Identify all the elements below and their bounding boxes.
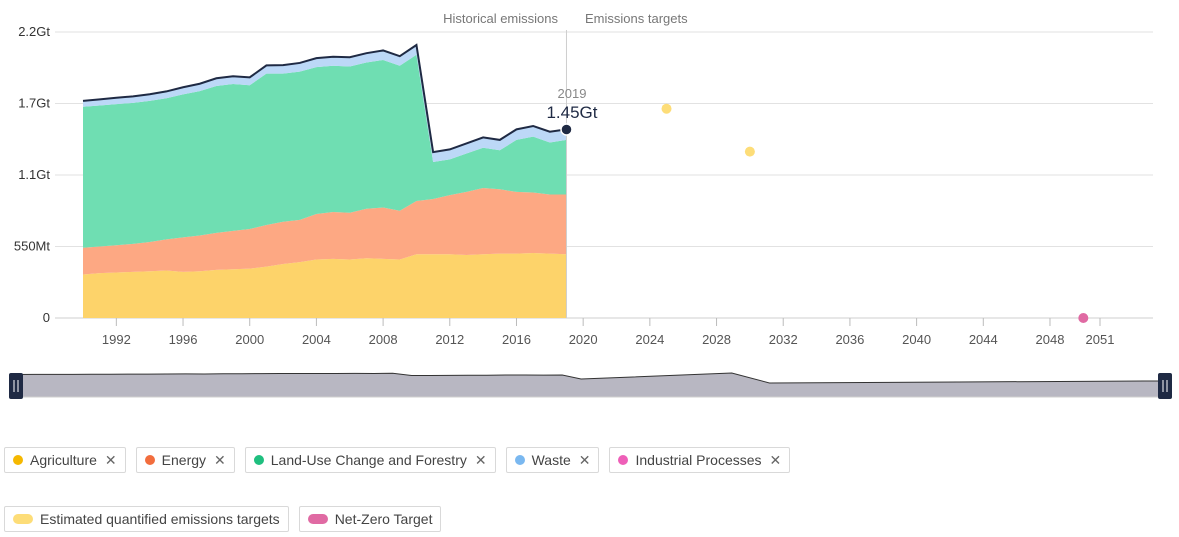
x-axis: 1992 1996 2000 2004 2008 2012 2016 2020 2024 2028… [102, 318, 1115, 347]
highlight-dot [560, 123, 573, 136]
area-energy [83, 188, 567, 275]
x-tick-label: 1992 [102, 332, 131, 347]
target-point [661, 103, 672, 114]
x-tick-label: 2028 [702, 332, 731, 347]
navigator-handle-right[interactable] [1158, 373, 1172, 399]
tooltip-value: 1.45Gt [546, 103, 597, 122]
legend-swatch-dot [13, 455, 23, 465]
area-agriculture [83, 253, 567, 318]
x-tick-label: 2012 [435, 332, 464, 347]
legend-swatch-dot [253, 455, 264, 465]
legend-label: Energy [161, 452, 207, 468]
legend-item-land-use-change-and-forestry[interactable]: Land-Use Change and Forestry ✕ [244, 447, 496, 473]
target-point [1078, 313, 1089, 323]
legend-swatch-pill [307, 514, 328, 524]
remove-icon[interactable]: ✕ [104, 451, 117, 468]
x-tick-label: 2036 [835, 332, 864, 347]
y-tick-label: 1.7Gt [18, 96, 50, 111]
legend-label: Waste [531, 452, 571, 468]
target-markers [661, 103, 1089, 323]
y-tick-label: 550Mt [14, 239, 51, 254]
target-point [744, 146, 755, 157]
x-tick-label: 2016 [502, 332, 531, 347]
x-tick-label: 2032 [769, 332, 798, 347]
x-tick-label: 2004 [302, 332, 331, 347]
y-tick-label: 0 [43, 310, 50, 325]
x-tick-label: 2040 [902, 332, 931, 347]
x-tick-label: 2048 [1036, 332, 1065, 347]
legend-item-industrial-processes[interactable]: Industrial Processes ✕ [609, 447, 791, 473]
tooltip-year: 2019 [558, 86, 587, 101]
legend-swatch-dot [144, 455, 155, 465]
legend-label: Estimated quantified emissions targets [40, 511, 280, 527]
navigator-series [15, 372, 1166, 398]
x-tick-label: 2024 [635, 332, 664, 347]
x-tick-label: 2020 [569, 332, 598, 347]
x-tick-label: 1996 [169, 332, 198, 347]
highlight-point [560, 123, 573, 136]
targets-label: Emissions targets [585, 11, 688, 26]
legend-label: Net-Zero Target [334, 511, 433, 527]
emissions-chart: Historical emissions Emissions targets 2… [9, 11, 1172, 399]
range-navigator[interactable] [9, 364, 1172, 399]
legend-swatch-dot [514, 455, 525, 465]
legend-targets: Estimated quantified emissions targets Ne… [4, 506, 442, 532]
total-line [82, 43, 567, 154]
remove-icon[interactable]: ✕ [214, 451, 226, 468]
legend-label: Land-Use Change and Forestry [270, 452, 467, 468]
x-tick-label: 2051 [1086, 332, 1115, 347]
stacked-areas [83, 45, 567, 318]
y-tick-label: 2.2Gt [18, 24, 50, 39]
x-tick-label: 2044 [969, 332, 998, 347]
legend-item-estimated-quantified-emissions-targets[interactable]: Estimated quantified emissions targets [4, 506, 289, 532]
legend-label: Agriculture [30, 452, 97, 468]
area-land-use-change-and-forestry [83, 54, 567, 248]
legend-item-agriculture[interactable]: Agriculture ✕ [4, 447, 126, 473]
legend-swatch-dot [618, 455, 629, 465]
x-tick-label: 2000 [235, 332, 264, 347]
remove-icon[interactable]: ✕ [769, 451, 782, 468]
legend-swatch-pill [13, 514, 33, 524]
navigator-handle-left[interactable] [9, 373, 23, 399]
x-tick-label: 2008 [369, 332, 398, 347]
historical-label: Historical emissions [443, 11, 558, 26]
legend-item-energy[interactable]: Energy ✕ [135, 447, 235, 473]
legend-item-net-zero-target[interactable]: Net-Zero Target [298, 506, 442, 532]
legend-item-waste[interactable]: Waste ✕ [505, 447, 600, 473]
total-emissions-line [82, 43, 567, 154]
y-axis: 2.2Gt 1.7Gt 1.1Gt 550Mt 0 [14, 24, 51, 325]
legend-sectors: Agriculture ✕ Energy ✕ Land-Use Change and F… [4, 447, 791, 473]
remove-icon[interactable]: ✕ [474, 451, 487, 468]
legend-label: Industrial Processes [635, 452, 762, 468]
y-tick-label: 1.1Gt [18, 167, 50, 182]
remove-icon[interactable]: ✕ [578, 451, 591, 468]
